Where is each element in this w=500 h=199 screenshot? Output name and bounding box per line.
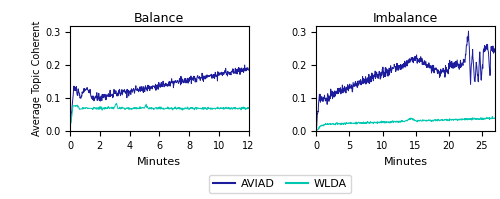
X-axis label: Minutes: Minutes — [384, 157, 428, 167]
Legend: AVIAD, WLDA: AVIAD, WLDA — [208, 175, 352, 193]
Title: Balance: Balance — [134, 12, 184, 25]
Title: Imbalance: Imbalance — [373, 12, 438, 25]
Y-axis label: Average Topic Coherent: Average Topic Coherent — [32, 21, 42, 136]
X-axis label: Minutes: Minutes — [138, 157, 182, 167]
